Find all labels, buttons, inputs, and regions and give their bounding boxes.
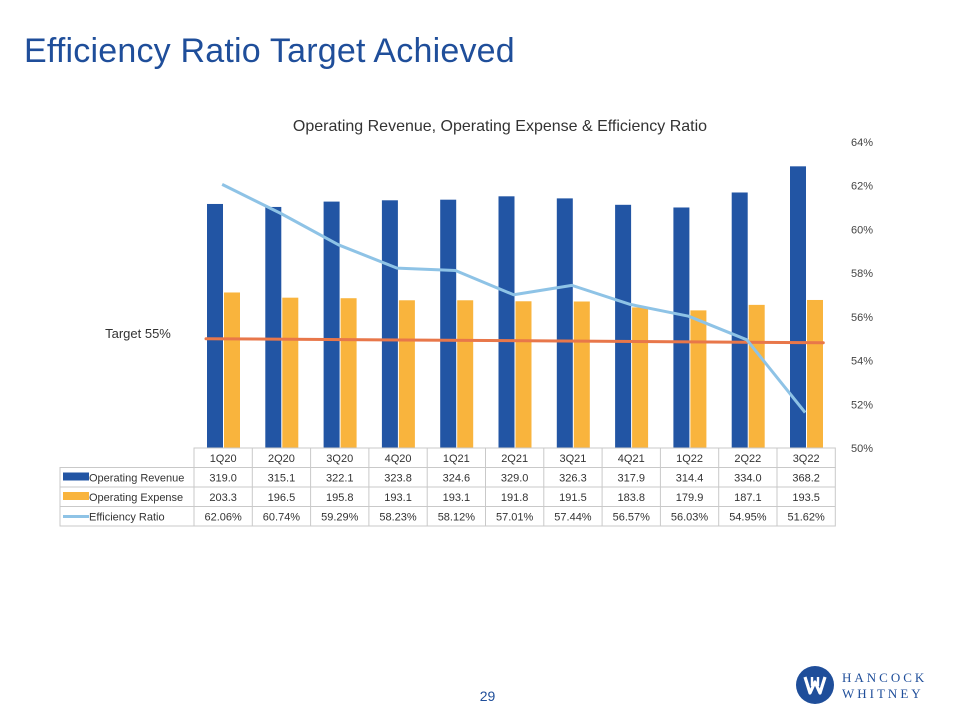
table-header-3Q22: 3Q22 bbox=[793, 453, 820, 465]
chart-title: Operating Revenue, Operating Expense & E… bbox=[293, 118, 707, 135]
table-cell-2-6: 57.44% bbox=[554, 512, 592, 524]
table-cell-1-2: 195.8 bbox=[326, 492, 354, 504]
table-cell-2-5: 57.01% bbox=[496, 512, 534, 524]
expense-bar-1Q22 bbox=[690, 310, 707, 448]
legend-key-1 bbox=[63, 492, 89, 500]
revenue-bar-4Q20 bbox=[381, 200, 398, 448]
revenue-bar-3Q20 bbox=[323, 201, 340, 448]
efficiency-ratio-line bbox=[221, 183, 807, 414]
table-cell-0-1: 315.1 bbox=[268, 473, 296, 485]
expense-bar-3Q21 bbox=[573, 301, 590, 448]
logo-mark-icon bbox=[796, 666, 834, 704]
table-header-3Q21: 3Q21 bbox=[559, 453, 586, 465]
table-cell-2-3: 58.23% bbox=[379, 512, 417, 524]
table-header-1Q21: 1Q21 bbox=[443, 453, 470, 465]
revenue-bar-1Q21 bbox=[440, 199, 457, 448]
revenue-bar-2Q21 bbox=[498, 196, 515, 448]
table-header-1Q20: 1Q20 bbox=[210, 453, 237, 465]
table-header-2Q20: 2Q20 bbox=[268, 453, 295, 465]
table-cell-1-7: 183.8 bbox=[617, 492, 645, 504]
table-cell-1-10: 193.5 bbox=[792, 492, 820, 504]
legend-key-0 bbox=[63, 472, 89, 481]
table-cell-1-8: 179.9 bbox=[676, 492, 704, 504]
table-header-4Q20: 4Q20 bbox=[385, 453, 412, 465]
right-axis-tick-52%: 52% bbox=[851, 399, 873, 411]
table-cell-0-5: 329.0 bbox=[501, 473, 529, 485]
revenue-bar-1Q22 bbox=[673, 207, 690, 448]
page-number: 29 bbox=[479, 688, 496, 704]
data-table: 1Q20 2Q20 3Q20 4Q20 1Q21 2Q21 3Q21 4Q21 1Q22 2Q22… bbox=[59, 447, 836, 527]
revenue-bar-2Q20 bbox=[265, 206, 282, 448]
table-cell-1-0: 203.3 bbox=[209, 492, 237, 504]
table-header-4Q21: 4Q21 bbox=[618, 453, 645, 465]
table-cell-0-4: 324.6 bbox=[443, 473, 471, 485]
right-axis-tick-58%: 58% bbox=[851, 268, 873, 280]
expense-bar-4Q21 bbox=[632, 307, 649, 448]
table-cell-2-1: 60.74% bbox=[263, 512, 301, 524]
expense-bar-3Q20 bbox=[340, 298, 357, 448]
bars-layer bbox=[207, 166, 823, 448]
table-cell-1-6: 191.5 bbox=[559, 492, 587, 504]
legend-label-0: Operating Revenue bbox=[89, 473, 184, 485]
expense-bar-2Q20 bbox=[282, 297, 299, 448]
table-cell-0-3: 323.8 bbox=[384, 473, 412, 485]
right-axis-tick-56%: 56% bbox=[851, 312, 873, 324]
expense-bar-1Q21 bbox=[457, 300, 474, 448]
right-axis-tick-50%: 50% bbox=[851, 443, 873, 455]
table-cell-2-0: 62.06% bbox=[204, 512, 242, 524]
right-axis-tick-62%: 62% bbox=[851, 181, 873, 193]
table-cell-0-2: 322.1 bbox=[326, 473, 354, 485]
table-cell-0-7: 317.9 bbox=[617, 473, 645, 485]
table-cell-1-9: 187.1 bbox=[734, 492, 762, 504]
table-cell-2-8: 56.03% bbox=[671, 512, 709, 524]
table-cell-0-0: 319.0 bbox=[209, 473, 237, 485]
legend-label-2: Efficiency Ratio bbox=[89, 512, 165, 524]
table-header-3Q20: 3Q20 bbox=[326, 453, 353, 465]
revenue-bar-2Q22 bbox=[731, 192, 748, 448]
revenue-bar-1Q20 bbox=[207, 203, 223, 448]
table-header-2Q22: 2Q22 bbox=[734, 453, 761, 465]
table-cell-2-4: 58.12% bbox=[438, 512, 476, 524]
expense-bar-3Q22 bbox=[807, 299, 823, 448]
logo-text: HANCOCK WHITNEY bbox=[842, 670, 927, 702]
table-cell-2-7: 56.57% bbox=[613, 512, 651, 524]
table-header-2Q21: 2Q21 bbox=[501, 453, 528, 465]
company-logo: HANCOCK WHITNEY bbox=[796, 666, 946, 706]
legend-label-1: Operating Expense bbox=[89, 492, 183, 504]
table-cell-2-9: 54.95% bbox=[729, 512, 767, 524]
table-cell-0-9: 334.0 bbox=[734, 473, 762, 485]
table-cell-2-10: 51.62% bbox=[787, 512, 825, 524]
slide-title: Efficiency Ratio Target Achieved bbox=[24, 32, 515, 70]
right-axis-tick-54%: 54% bbox=[851, 356, 873, 368]
table-cell-1-1: 196.5 bbox=[268, 492, 296, 504]
table-cell-2-2: 59.29% bbox=[321, 512, 359, 524]
target-label: Target 55% bbox=[105, 326, 171, 341]
table-cell-0-6: 326.3 bbox=[559, 473, 587, 485]
revenue-bar-3Q21 bbox=[556, 198, 573, 448]
table-cell-1-4: 193.1 bbox=[443, 492, 471, 504]
revenue-bar-3Q22 bbox=[790, 166, 806, 448]
expense-bar-4Q20 bbox=[398, 300, 415, 448]
table-cell-0-10: 368.2 bbox=[792, 473, 820, 485]
table-cell-1-5: 191.8 bbox=[501, 492, 529, 504]
target-line bbox=[204, 337, 825, 345]
right-axis: 50% 52% 54% 56% 58% 60% 62% 64% bbox=[851, 137, 873, 455]
table-header-1Q22: 1Q22 bbox=[676, 453, 703, 465]
expense-bar-2Q21 bbox=[515, 301, 532, 448]
logo-line-1: HANCOCK bbox=[842, 670, 928, 685]
right-axis-tick-60%: 60% bbox=[851, 224, 873, 236]
expense-bar-2Q22 bbox=[748, 304, 765, 448]
table-cell-1-3: 193.1 bbox=[384, 492, 412, 504]
revenue-bar-4Q21 bbox=[615, 204, 632, 448]
table-cell-0-8: 314.4 bbox=[676, 473, 704, 485]
logo-line-2: WHITNEY bbox=[842, 686, 924, 701]
right-axis-tick-64%: 64% bbox=[851, 137, 873, 149]
table-body-border bbox=[59, 467, 836, 527]
lines-layer bbox=[204, 183, 825, 414]
expense-bar-1Q20 bbox=[224, 292, 240, 448]
